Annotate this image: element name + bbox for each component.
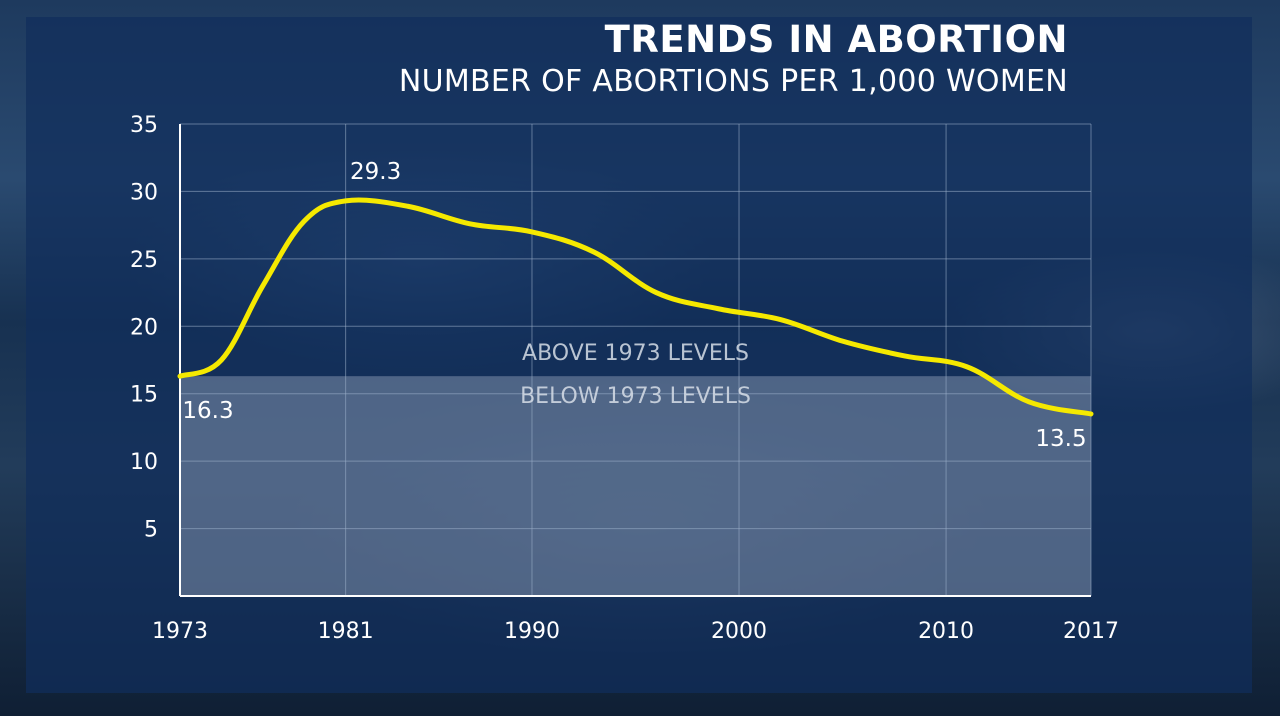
chart-subtitle: NUMBER OF ABORTIONS PER 1,000 WOMEN <box>398 64 1068 99</box>
x-tick-label: 2010 <box>918 619 974 644</box>
y-tick-label: 25 <box>130 248 158 273</box>
below-reference-band <box>180 376 1091 596</box>
y-tick-label: 20 <box>130 315 158 340</box>
data-label: 29.3 <box>350 159 401 185</box>
below-reference-label: BELOW 1973 LEVELS <box>520 384 751 409</box>
x-tick-label: 1981 <box>318 619 374 644</box>
above-reference-label: ABOVE 1973 LEVELS <box>522 341 749 366</box>
chart-title: TRENDS IN ABORTION <box>604 18 1068 61</box>
x-tick-label: 1973 <box>152 619 208 644</box>
y-tick-label: 35 <box>130 113 158 138</box>
x-tick-label: 2000 <box>711 619 767 644</box>
series-line <box>177 197 1094 417</box>
y-tick-label: 10 <box>130 450 158 475</box>
data-label: 16.3 <box>182 398 233 424</box>
x-tick-label: 1990 <box>504 619 560 644</box>
data-label: 13.5 <box>1035 426 1086 452</box>
y-tick-label: 30 <box>130 180 158 205</box>
y-tick-label: 5 <box>144 518 158 543</box>
chart-panel <box>26 17 1252 693</box>
y-tick-label: 15 <box>130 383 158 408</box>
x-tick-label: 2017 <box>1063 619 1119 644</box>
